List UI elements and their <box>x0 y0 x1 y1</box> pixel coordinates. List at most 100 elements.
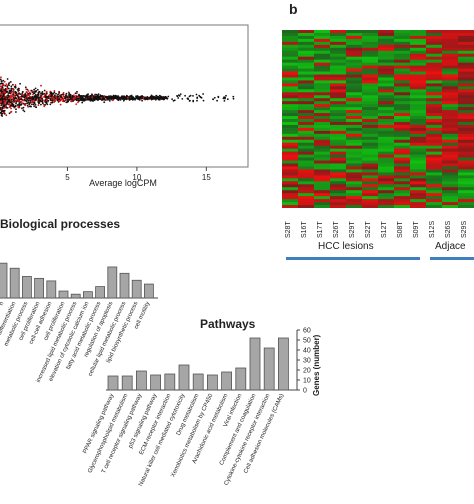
heatmap-cell <box>282 163 299 167</box>
ma-point <box>35 95 38 98</box>
ma-point <box>6 85 9 88</box>
heatmap-cell <box>442 181 459 185</box>
heatmap-cell <box>458 38 474 43</box>
heatmap-cell <box>314 95 331 99</box>
heatmap-cell <box>298 98 315 102</box>
pathway-bar <box>107 375 119 391</box>
ma-point <box>40 103 42 106</box>
heatmap-cell <box>314 136 331 141</box>
heatmap-cell <box>394 98 411 102</box>
heatmap-cell <box>410 121 427 126</box>
ma-point-significant <box>12 101 15 103</box>
ma-point-significant <box>5 114 8 117</box>
heatmap-cell <box>426 196 443 200</box>
heatmap-cell <box>314 30 331 34</box>
heatmap-cell <box>330 142 347 147</box>
heatmap-column-label: S28T <box>285 221 292 238</box>
heatmap-cell <box>378 145 395 150</box>
ma-point <box>110 95 112 98</box>
heatmap-cell <box>442 136 459 141</box>
ma-point <box>12 93 14 96</box>
heatmap-column-label: S26S <box>445 220 452 238</box>
heatmap-cell <box>426 175 443 179</box>
heatmap-cell <box>346 163 363 167</box>
heatmap-cell <box>410 32 427 37</box>
ma-point <box>34 104 37 106</box>
heatmap-cell <box>458 92 474 96</box>
ma-point <box>6 90 9 93</box>
ma-point-significant <box>10 107 13 110</box>
heatmap-cell <box>330 83 347 87</box>
heatmap-cell <box>330 127 347 132</box>
ma-point <box>6 102 9 105</box>
ma-point <box>195 93 198 96</box>
heatmap-cell <box>330 98 347 102</box>
ma-point <box>64 94 67 97</box>
heatmap-cell <box>314 202 331 206</box>
ma-point <box>111 97 113 99</box>
heatmap-cell <box>394 121 411 126</box>
heatmap-cell <box>410 80 427 84</box>
heatmap-cell <box>362 178 379 182</box>
heatmap-cell <box>346 119 363 123</box>
heatmap-cell <box>282 166 299 170</box>
heatmap-cell <box>346 107 363 111</box>
pathway-bar <box>249 337 261 391</box>
heatmap-cell <box>442 196 459 200</box>
heatmap-cell <box>458 160 474 164</box>
heatmap-cell <box>394 77 411 81</box>
ma-point <box>60 96 63 98</box>
heatmap-cell <box>394 193 411 197</box>
ma-point-significant <box>77 101 79 104</box>
ma-point <box>198 94 201 97</box>
heatmap-cell <box>442 199 459 203</box>
ma-point <box>157 97 159 100</box>
heatmap-cell <box>394 202 411 206</box>
heatmap-cell <box>378 47 395 52</box>
heatmap-cell <box>458 142 474 147</box>
heatmap-cell <box>346 193 363 197</box>
ma-point <box>132 96 135 99</box>
heatmap-cell <box>442 86 459 90</box>
ma-point <box>15 111 17 113</box>
heatmap-cell <box>458 71 474 75</box>
heatmap-panel: S28T S16T S17T S26T S29T S22T S12T S08T S09T S12S… <box>282 30 474 280</box>
heatmap-cell <box>362 205 379 209</box>
heatmap-cell <box>282 196 299 200</box>
heatmap-cell <box>394 68 411 72</box>
ma-point <box>25 100 28 103</box>
ma-point-significant <box>77 96 80 99</box>
ma-point <box>77 98 79 100</box>
ma-point <box>1 82 4 85</box>
ma-point <box>2 101 4 103</box>
heatmap-cell <box>458 32 474 37</box>
bp-bar <box>0 262 8 299</box>
ma-point-significant <box>18 100 21 103</box>
heatmap-cell <box>394 83 411 87</box>
pathway-bar <box>277 337 289 391</box>
heatmap-cell <box>410 50 427 55</box>
heatmap-cell <box>442 41 459 46</box>
heatmap-cell <box>442 50 459 55</box>
heatmap-cell <box>410 89 427 93</box>
heatmap-cell <box>330 59 347 64</box>
heatmap-cell <box>282 47 299 52</box>
ma-point <box>10 87 13 90</box>
heatmap-cell <box>378 166 395 170</box>
ma-point <box>65 101 68 104</box>
heatmap-cell <box>378 154 395 158</box>
heatmap-cell <box>298 119 315 123</box>
heatmap-cell <box>346 56 363 61</box>
heatmap-cell <box>426 184 443 188</box>
group-line-adjacent <box>430 257 474 260</box>
ma-point <box>232 97 235 100</box>
heatmap-cell <box>442 190 459 194</box>
heatmap-cell <box>426 74 443 78</box>
heatmap-cell <box>426 95 443 99</box>
heatmap-cell <box>298 136 315 141</box>
heatmap-cell <box>298 130 315 135</box>
ma-point-significant <box>58 92 60 95</box>
heatmap-cell <box>378 151 395 155</box>
ma-point <box>1 112 4 115</box>
heatmap-cell <box>378 169 395 173</box>
